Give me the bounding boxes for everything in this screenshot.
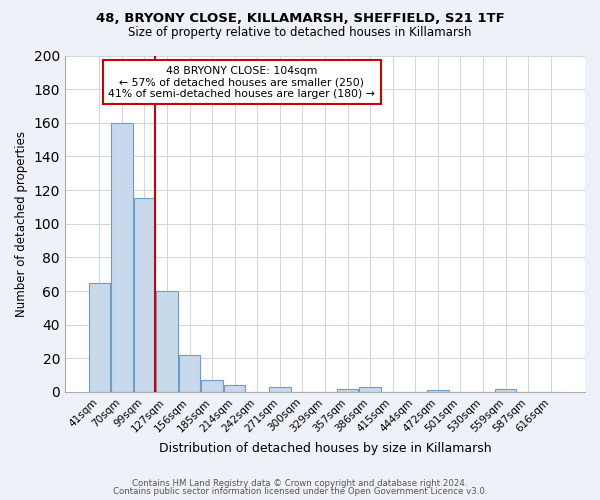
Bar xyxy=(269,387,290,392)
Bar xyxy=(427,390,449,392)
Bar xyxy=(202,380,223,392)
Text: Contains public sector information licensed under the Open Government Licence v3: Contains public sector information licen… xyxy=(113,487,487,496)
Text: Contains HM Land Registry data © Crown copyright and database right 2024.: Contains HM Land Registry data © Crown c… xyxy=(132,478,468,488)
Bar xyxy=(337,388,358,392)
Bar xyxy=(224,385,245,392)
X-axis label: Distribution of detached houses by size in Killamarsh: Distribution of detached houses by size … xyxy=(158,442,491,455)
Bar xyxy=(156,291,178,392)
Bar xyxy=(134,198,155,392)
Text: Size of property relative to detached houses in Killamarsh: Size of property relative to detached ho… xyxy=(128,26,472,39)
Bar xyxy=(89,282,110,392)
Text: 48, BRYONY CLOSE, KILLAMARSH, SHEFFIELD, S21 1TF: 48, BRYONY CLOSE, KILLAMARSH, SHEFFIELD,… xyxy=(95,12,505,26)
Bar xyxy=(111,123,133,392)
Text: 48 BRYONY CLOSE: 104sqm
← 57% of detached houses are smaller (250)
41% of semi-d: 48 BRYONY CLOSE: 104sqm ← 57% of detache… xyxy=(109,66,375,99)
Bar xyxy=(495,388,516,392)
Y-axis label: Number of detached properties: Number of detached properties xyxy=(15,130,28,316)
Bar xyxy=(179,355,200,392)
Bar xyxy=(359,387,381,392)
